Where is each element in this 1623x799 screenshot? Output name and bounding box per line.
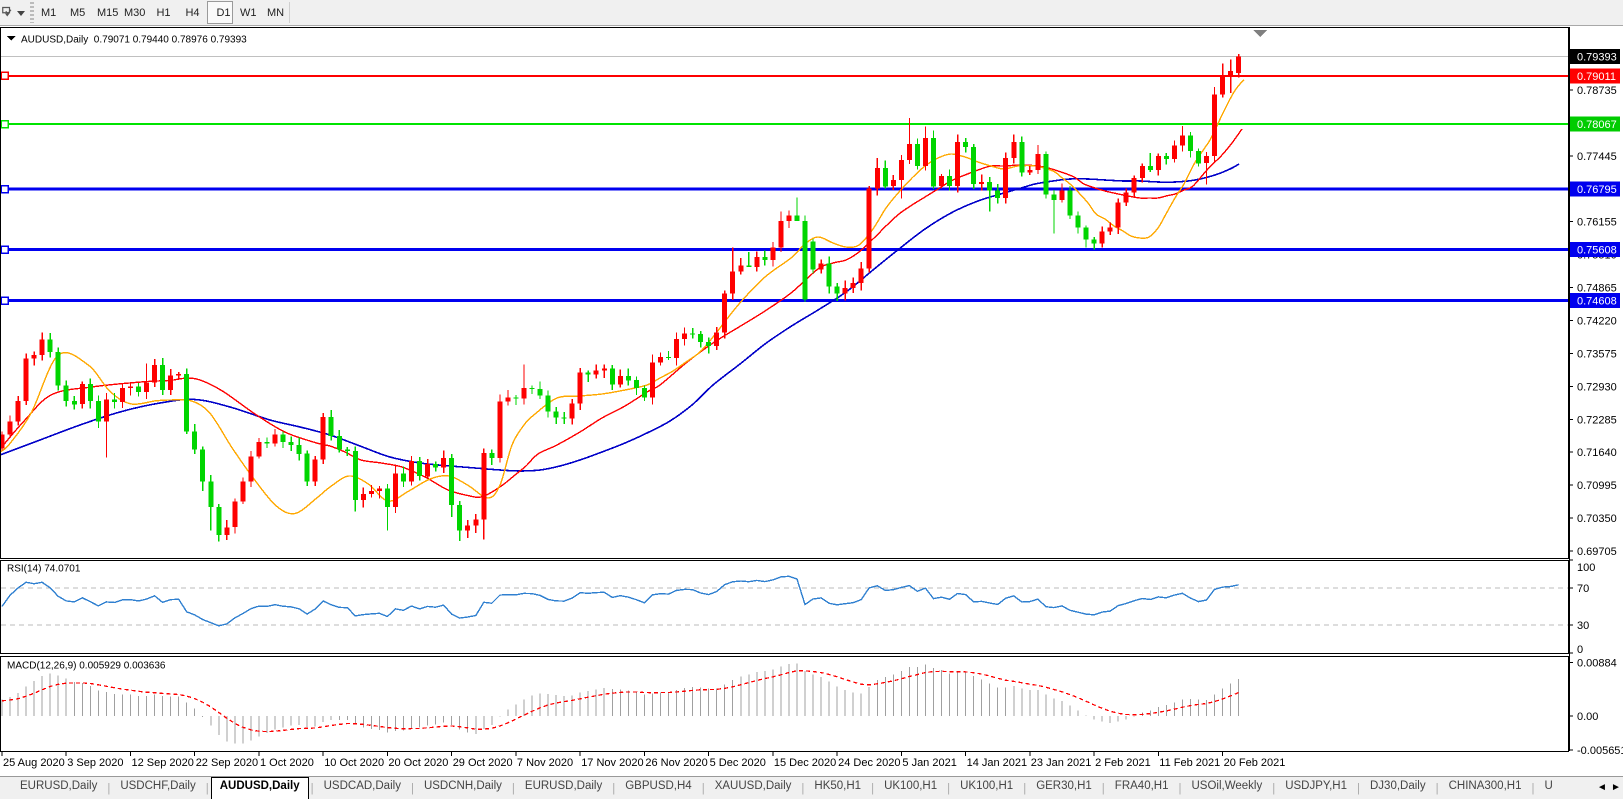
svg-text:0.75608: 0.75608: [1577, 245, 1617, 257]
svg-text:0.74865: 0.74865: [1577, 283, 1617, 295]
svg-text:26 Nov 2020: 26 Nov 2020: [645, 757, 707, 769]
svg-text:20 Oct 2020: 20 Oct 2020: [388, 757, 448, 769]
svg-text:0.79393: 0.79393: [1577, 51, 1617, 63]
svg-text:30: 30: [1577, 620, 1589, 632]
svg-text:11 Feb 2021: 11 Feb 2021: [1159, 757, 1220, 769]
svg-text:0.00: 0.00: [1577, 711, 1598, 723]
svg-text:70: 70: [1577, 583, 1589, 595]
svg-text:AUDUSD,Daily 0.79071 0.79440: AUDUSD,Daily 0.79071 0.79440 0.78976 0.7…: [21, 35, 247, 46]
svg-text:RSI(14) 74.0701: RSI(14) 74.0701: [7, 564, 81, 575]
svg-text:17 Nov 2020: 17 Nov 2020: [581, 757, 643, 769]
svg-text:10 Oct 2020: 10 Oct 2020: [324, 757, 384, 769]
svg-text:1 Oct 2020: 1 Oct 2020: [260, 757, 314, 769]
svg-text:5 Jan 2021: 5 Jan 2021: [902, 757, 956, 769]
svg-text:0.78735: 0.78735: [1577, 85, 1617, 97]
svg-text:0.72930: 0.72930: [1577, 381, 1617, 393]
svg-text:7 Nov 2020: 7 Nov 2020: [517, 757, 573, 769]
svg-text:100: 100: [1577, 562, 1595, 574]
svg-text:22 Sep 2020: 22 Sep 2020: [196, 757, 258, 769]
svg-text:0.00884: 0.00884: [1577, 658, 1617, 670]
svg-text:0.77445: 0.77445: [1577, 151, 1617, 163]
svg-text:15 Dec 2020: 15 Dec 2020: [774, 757, 836, 769]
svg-text:2 Feb 2021: 2 Feb 2021: [1095, 757, 1151, 769]
svg-text:24 Dec 2020: 24 Dec 2020: [838, 757, 900, 769]
svg-text:0: 0: [1577, 644, 1583, 656]
svg-text:0.73575: 0.73575: [1577, 348, 1617, 360]
svg-text:0.78067: 0.78067: [1577, 119, 1617, 131]
svg-text:12 Sep 2020: 12 Sep 2020: [132, 757, 194, 769]
svg-text:0.79011: 0.79011: [1577, 71, 1616, 83]
svg-text:14 Jan 2021: 14 Jan 2021: [967, 757, 1028, 769]
svg-text:0.70350: 0.70350: [1577, 513, 1617, 525]
svg-text:MACD(12,26,9) 0.005929 0.00363: MACD(12,26,9) 0.005929 0.003636: [7, 661, 166, 672]
svg-text:0.76795: 0.76795: [1577, 184, 1617, 196]
svg-text:0.74608: 0.74608: [1577, 296, 1617, 308]
svg-text:23 Jan 2021: 23 Jan 2021: [1031, 757, 1092, 769]
svg-text:-0.005651: -0.005651: [1577, 745, 1623, 757]
svg-text:20 Feb 2021: 20 Feb 2021: [1224, 757, 1286, 769]
svg-text:29 Oct 2020: 29 Oct 2020: [453, 757, 513, 769]
svg-text:3 Sep 2020: 3 Sep 2020: [67, 757, 123, 769]
svg-text:0.69705: 0.69705: [1577, 546, 1617, 558]
svg-text:0.71640: 0.71640: [1577, 447, 1617, 459]
svg-text:25 Aug 2020: 25 Aug 2020: [3, 757, 65, 769]
svg-text:0.76155: 0.76155: [1577, 217, 1617, 229]
svg-text:0.72285: 0.72285: [1577, 414, 1617, 426]
svg-text:0.74220: 0.74220: [1577, 316, 1617, 328]
svg-text:0.70995: 0.70995: [1577, 480, 1617, 492]
svg-text:5 Dec 2020: 5 Dec 2020: [710, 757, 766, 769]
